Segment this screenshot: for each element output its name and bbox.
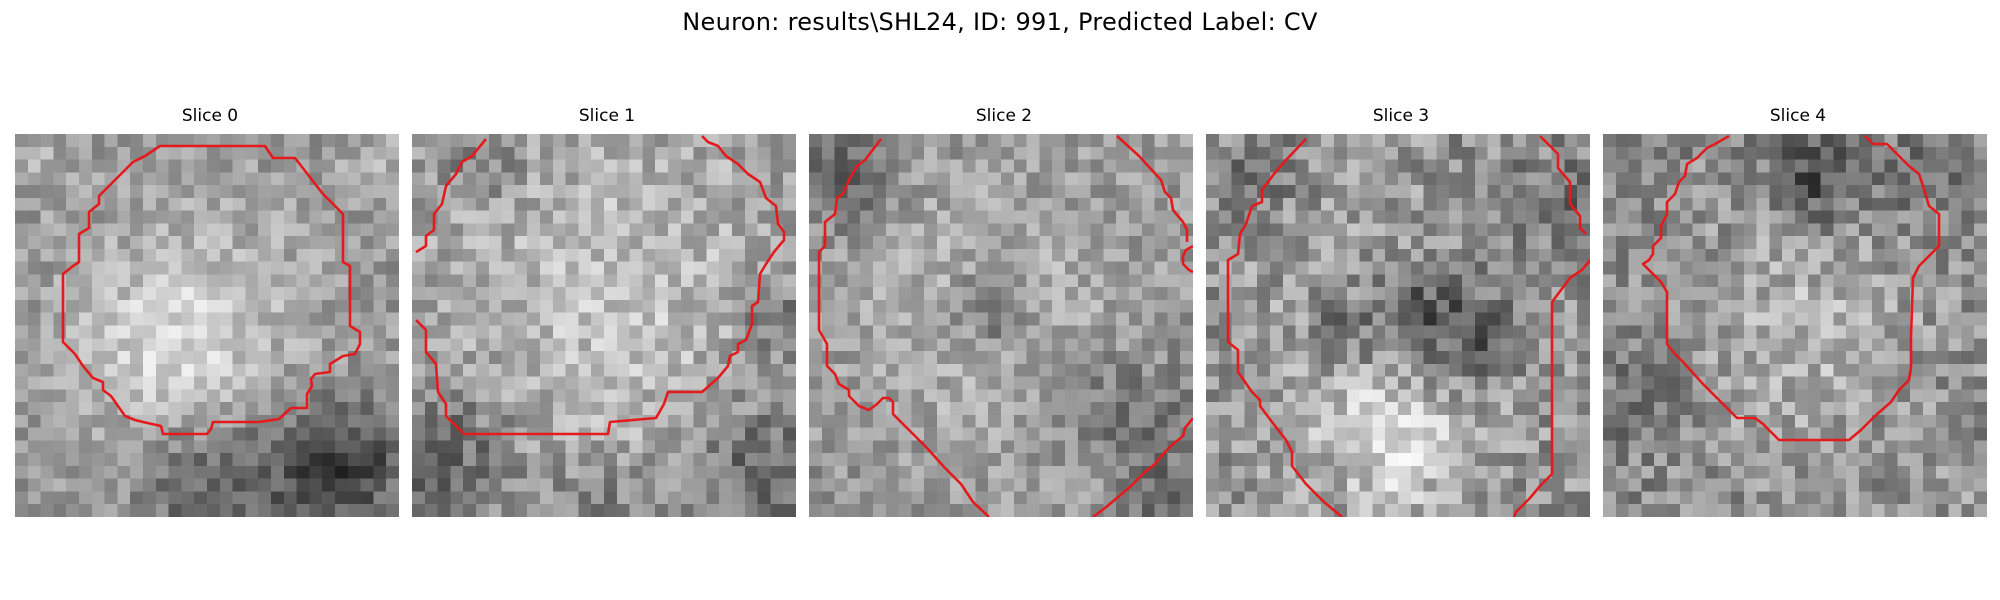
slice-image-3 xyxy=(1206,134,1590,517)
contour-overlay-3 xyxy=(1226,135,1590,517)
slice-title-4: Slice 4 xyxy=(1769,106,1827,126)
contour-line-4-0 xyxy=(1641,134,1941,442)
contour-line-2-3 xyxy=(1092,417,1193,517)
slice-image-1 xyxy=(412,134,796,517)
slice-title-0: Slice 0 xyxy=(181,106,239,126)
slice-title-1: Slice 1 xyxy=(578,106,636,126)
contour-overlay-0 xyxy=(61,144,362,436)
contour-line-3-1 xyxy=(1539,135,1587,235)
figure-title: Neuron: results\SHL24, ID: 991, Predicte… xyxy=(682,8,1318,36)
contour-overlay-1 xyxy=(415,135,786,436)
contour-overlay-2 xyxy=(817,135,1193,517)
contour-line-2-1 xyxy=(1116,135,1189,242)
contour-line-3-2 xyxy=(1512,259,1590,517)
contour-line-1-0 xyxy=(415,138,488,254)
contour-line-2-0 xyxy=(817,138,990,517)
slice-image-0 xyxy=(15,134,399,517)
contour-line-1-1 xyxy=(415,135,786,436)
contour-overlay-4 xyxy=(1641,134,1941,442)
slice-title-3: Slice 3 xyxy=(1372,106,1430,126)
contour-line-2-2 xyxy=(1181,244,1193,274)
contour-line-3-0 xyxy=(1226,138,1343,517)
contour-line-0-0 xyxy=(61,144,362,436)
slice-title-2: Slice 2 xyxy=(975,106,1033,126)
slice-image-2 xyxy=(809,134,1193,517)
